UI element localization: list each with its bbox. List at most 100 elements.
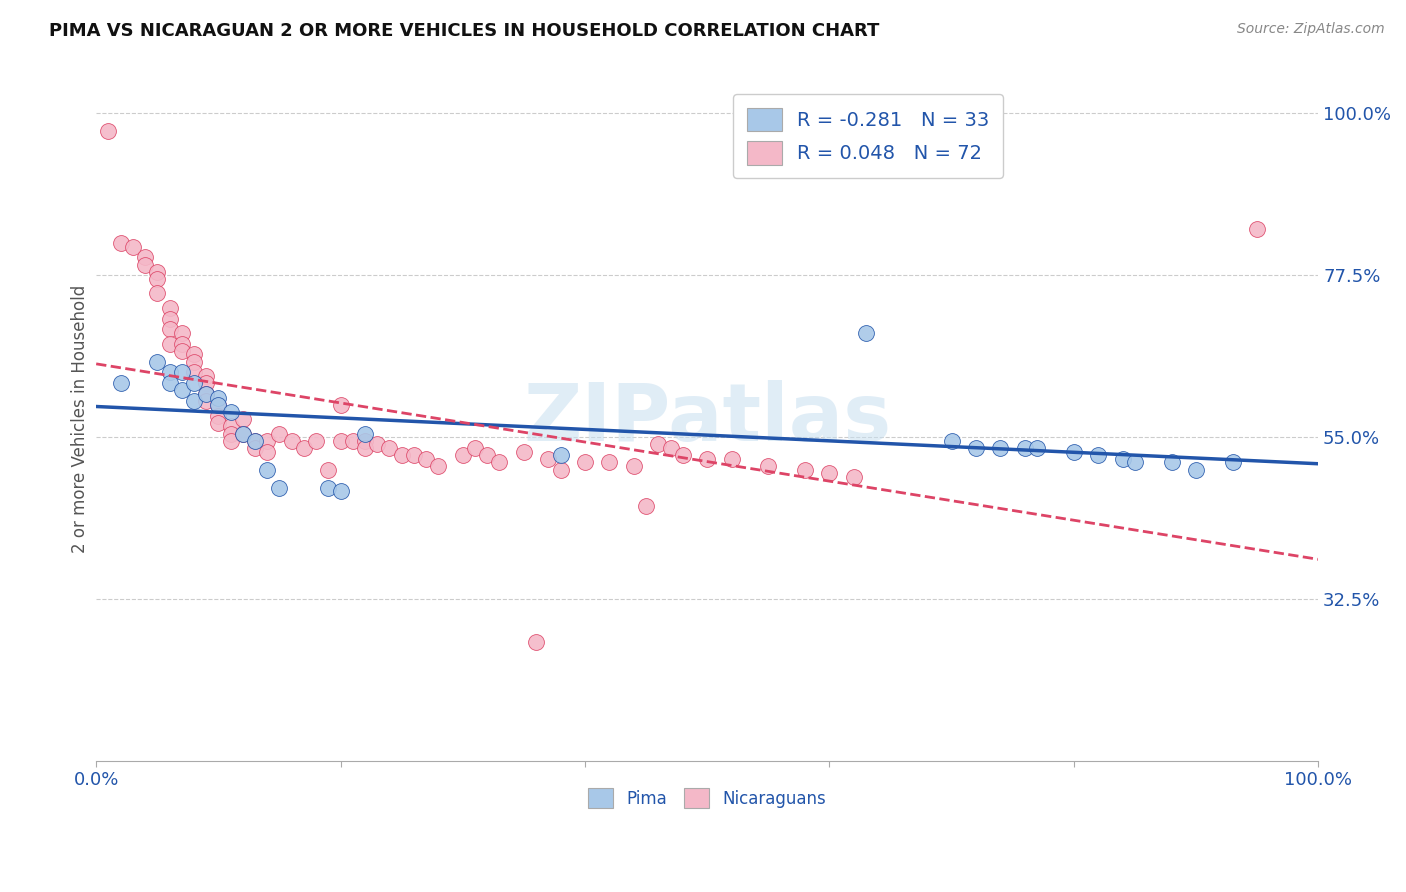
Point bbox=[329, 484, 352, 499]
Point bbox=[647, 437, 669, 451]
Point bbox=[1087, 448, 1109, 462]
Point bbox=[550, 448, 572, 462]
Point bbox=[720, 451, 742, 466]
Point bbox=[243, 434, 266, 448]
Point bbox=[195, 394, 218, 409]
Point bbox=[756, 458, 779, 473]
Point bbox=[146, 265, 169, 279]
Point bbox=[134, 251, 156, 265]
Point bbox=[477, 448, 499, 462]
Point bbox=[598, 455, 620, 469]
Point bbox=[243, 434, 266, 448]
Point bbox=[623, 458, 645, 473]
Point bbox=[232, 426, 254, 441]
Point bbox=[354, 426, 377, 441]
Point bbox=[855, 326, 877, 340]
Point bbox=[170, 326, 193, 340]
Point bbox=[793, 462, 815, 476]
Point bbox=[183, 394, 205, 409]
Point bbox=[1026, 441, 1049, 455]
Point bbox=[269, 426, 291, 441]
Point bbox=[524, 635, 547, 649]
Point bbox=[219, 405, 242, 419]
Point bbox=[146, 272, 169, 286]
Point bbox=[329, 434, 352, 448]
Point bbox=[842, 470, 865, 484]
Point bbox=[243, 441, 266, 455]
Text: Source: ZipAtlas.com: Source: ZipAtlas.com bbox=[1237, 22, 1385, 37]
Point bbox=[451, 448, 474, 462]
Point bbox=[121, 239, 143, 253]
Point bbox=[183, 376, 205, 391]
Point bbox=[256, 462, 278, 476]
Text: ZIPatlas: ZIPatlas bbox=[523, 380, 891, 458]
Point bbox=[207, 409, 229, 423]
Point bbox=[402, 448, 425, 462]
Point bbox=[207, 416, 229, 430]
Point bbox=[305, 434, 328, 448]
Point bbox=[195, 387, 218, 401]
Point bbox=[183, 354, 205, 368]
Point bbox=[256, 434, 278, 448]
Point bbox=[366, 437, 388, 451]
Point bbox=[1246, 221, 1268, 235]
Point bbox=[256, 444, 278, 458]
Point bbox=[183, 366, 205, 380]
Point bbox=[110, 376, 132, 391]
Point bbox=[513, 444, 536, 458]
Point bbox=[464, 441, 486, 455]
Point bbox=[488, 455, 510, 469]
Point bbox=[110, 235, 132, 250]
Point bbox=[990, 441, 1012, 455]
Point bbox=[269, 481, 291, 495]
Point bbox=[195, 376, 218, 391]
Legend: Pima, Nicaraguans: Pima, Nicaraguans bbox=[582, 781, 832, 814]
Point bbox=[219, 419, 242, 434]
Point bbox=[146, 286, 169, 301]
Point bbox=[97, 124, 120, 138]
Point bbox=[207, 391, 229, 405]
Point bbox=[207, 398, 229, 412]
Point bbox=[329, 398, 352, 412]
Point bbox=[1222, 455, 1244, 469]
Point bbox=[1160, 455, 1182, 469]
Point bbox=[1063, 444, 1085, 458]
Point bbox=[636, 499, 658, 513]
Point bbox=[219, 426, 242, 441]
Point bbox=[170, 366, 193, 380]
Point bbox=[159, 366, 181, 380]
Point bbox=[318, 481, 340, 495]
Point bbox=[1014, 441, 1036, 455]
Point bbox=[659, 441, 682, 455]
Point bbox=[537, 451, 560, 466]
Point bbox=[183, 347, 205, 361]
Point bbox=[378, 441, 401, 455]
Text: PIMA VS NICARAGUAN 2 OR MORE VEHICLES IN HOUSEHOLD CORRELATION CHART: PIMA VS NICARAGUAN 2 OR MORE VEHICLES IN… bbox=[49, 22, 880, 40]
Point bbox=[170, 336, 193, 351]
Point bbox=[280, 434, 302, 448]
Point bbox=[159, 311, 181, 326]
Point bbox=[342, 434, 364, 448]
Point bbox=[354, 434, 377, 448]
Point bbox=[292, 441, 315, 455]
Point bbox=[195, 369, 218, 384]
Point bbox=[232, 426, 254, 441]
Point bbox=[354, 441, 377, 455]
Point bbox=[1185, 462, 1208, 476]
Point bbox=[427, 458, 450, 473]
Point bbox=[941, 434, 963, 448]
Point bbox=[818, 467, 841, 481]
Point bbox=[159, 336, 181, 351]
Point bbox=[207, 398, 229, 412]
Point bbox=[159, 376, 181, 391]
Point bbox=[965, 441, 987, 455]
Point bbox=[232, 412, 254, 426]
Point bbox=[134, 258, 156, 272]
Point bbox=[159, 301, 181, 315]
Point bbox=[672, 448, 695, 462]
Point bbox=[1111, 451, 1133, 466]
Point bbox=[415, 451, 437, 466]
Point bbox=[159, 322, 181, 336]
Point bbox=[170, 384, 193, 398]
Point bbox=[318, 462, 340, 476]
